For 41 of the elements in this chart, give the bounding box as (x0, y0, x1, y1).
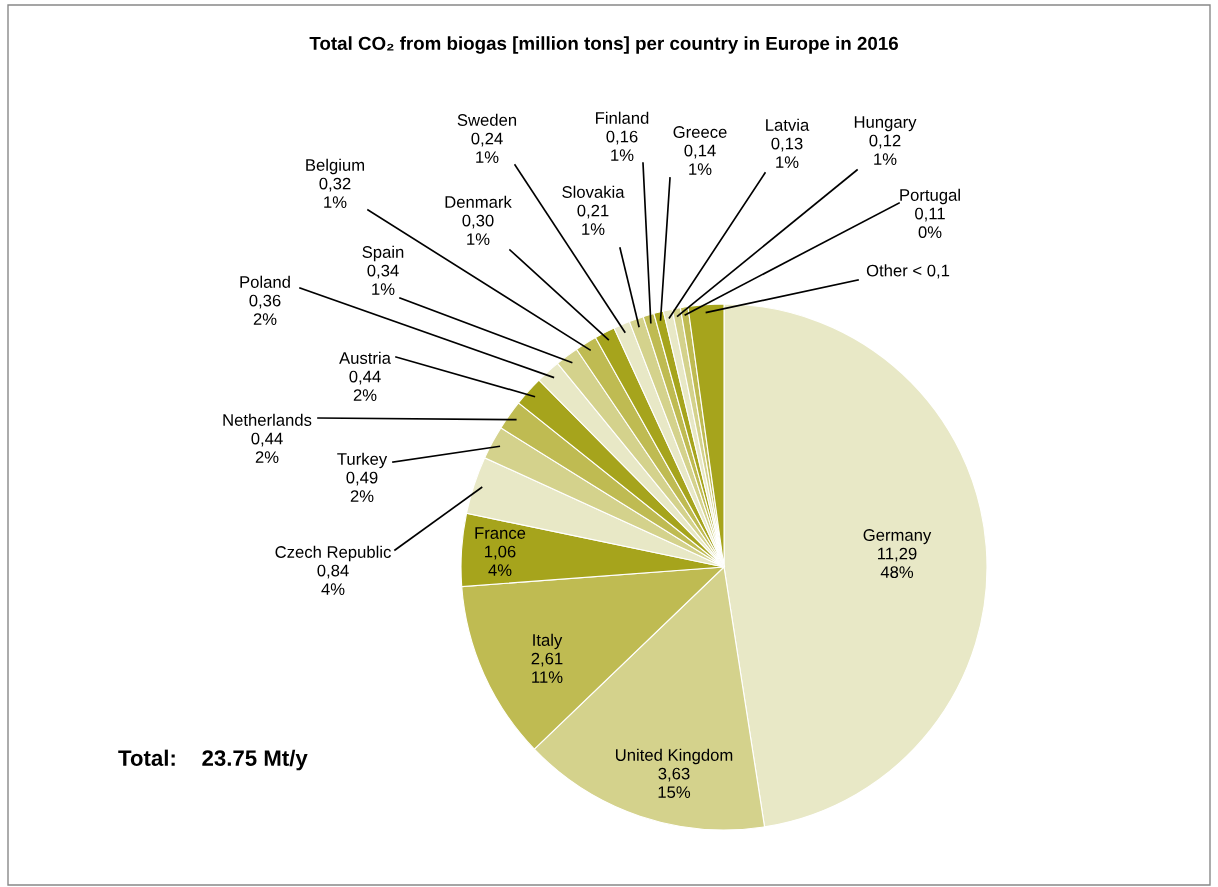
data-label: 0,36 2% (249, 294, 281, 325)
data-label: 0,84 4% (317, 564, 349, 595)
slice-label: Finland (596, 111, 649, 124)
data-label: 1,06 4% (485, 545, 516, 576)
slice-label: Poland (240, 275, 290, 288)
data-label: 0,13 1% (771, 137, 803, 168)
slice-label: Slovakia (562, 185, 625, 198)
slice-label: Austria (339, 351, 391, 364)
data-label: 0,14 1% (684, 144, 716, 175)
slice-label: France (475, 527, 526, 539)
slice-label: Czech Republic (275, 545, 391, 562)
slice-label: Portugal (900, 188, 960, 205)
data-label: 0,49 2% (346, 471, 378, 502)
slice-label: Netherlands (223, 413, 312, 426)
slice-label: Other < 0,1 (866, 264, 950, 279)
data-label: 0,21 1% (577, 204, 609, 235)
data-label: 0,16 1% (606, 130, 638, 161)
data-label: 0,11 0% (915, 207, 945, 239)
data-label: 0,44 2% (251, 432, 283, 463)
data-label: 0,24 1% (471, 132, 503, 163)
slice-label: United Kingdom (616, 748, 733, 765)
data-label: 2,61 11% (531, 652, 563, 683)
slice-label: Denmark (445, 195, 512, 208)
slice-label: Latvia (766, 118, 810, 131)
slice-label: Belgium (306, 158, 365, 175)
slice-label: Turkey (337, 452, 388, 469)
data-label: 0,44 2% (349, 370, 381, 401)
slice-label: Spain (362, 245, 404, 262)
data-label: 0,34 1% (367, 264, 399, 295)
text: Total: 23.75 Mt/y (118, 749, 308, 771)
slice-label: Sweden (457, 113, 517, 126)
data-label: 0,12 1% (869, 134, 901, 165)
data-label: 0,30 1% (462, 214, 494, 245)
slice-label: Germany (863, 529, 932, 545)
slice-label: Greece (673, 126, 727, 138)
data-label: 0,32 1% (319, 177, 351, 208)
slice-label: Hungary (854, 116, 917, 132)
chart-title: Total CO₂ from biogas [million tons] per country in Europe in 2016 (309, 36, 898, 54)
slice-label: Italy (533, 633, 563, 650)
data-label: 11,29 48% (878, 547, 917, 579)
data-label: 3,63 15% (658, 767, 691, 799)
